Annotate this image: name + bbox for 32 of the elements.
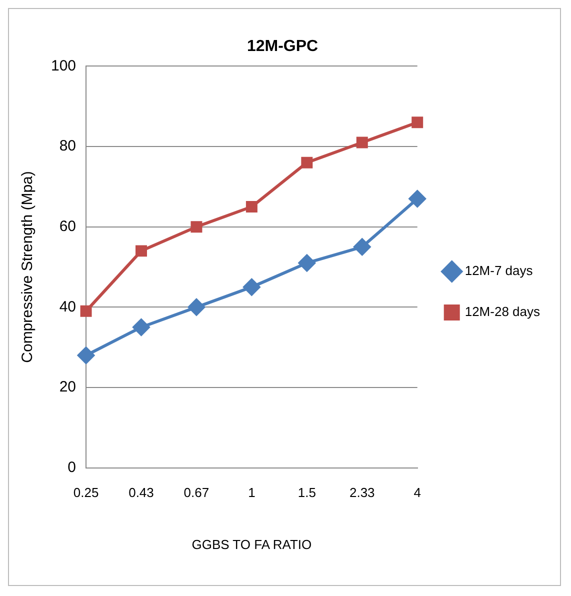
point: [412, 116, 424, 128]
x-tick-label: 0.25: [73, 485, 99, 500]
point: [356, 136, 368, 148]
point: [354, 238, 371, 256]
y-tick-label: 20: [59, 378, 76, 396]
point: [298, 254, 316, 272]
y-axis-title: Compressive Strength (Mpa): [19, 171, 36, 363]
x-tick-label: 0.43: [128, 485, 154, 500]
y-tick-label: 100: [50, 57, 76, 74]
x-axis-title: GGBS TO FA RATIO: [192, 536, 312, 552]
chart-title: 12M-GPC: [246, 38, 319, 56]
y-tick-label: 40: [59, 298, 76, 316]
legend-label: 12M-7 days: [464, 263, 534, 278]
point: [301, 156, 313, 168]
x-tick-label: 1: [248, 485, 256, 500]
legend-label: 12M-28 days: [464, 304, 540, 320]
x-tick-label: 4: [414, 485, 421, 500]
point: [188, 298, 205, 316]
point: [246, 201, 258, 213]
x-tick-label: 0.67: [184, 485, 210, 500]
x-tick-label: 2.33: [349, 485, 375, 500]
point: [136, 245, 147, 257]
point: [132, 318, 150, 336]
y-tick-label: 80: [59, 138, 76, 155]
point: [80, 305, 92, 317]
point: [243, 278, 260, 296]
x-tick-label: 1.5: [298, 485, 316, 500]
point: [190, 221, 202, 233]
y-tick-label: 60: [59, 218, 76, 235]
y-tick-label: 0: [68, 458, 76, 476]
point: [78, 346, 95, 364]
point: [408, 190, 426, 208]
